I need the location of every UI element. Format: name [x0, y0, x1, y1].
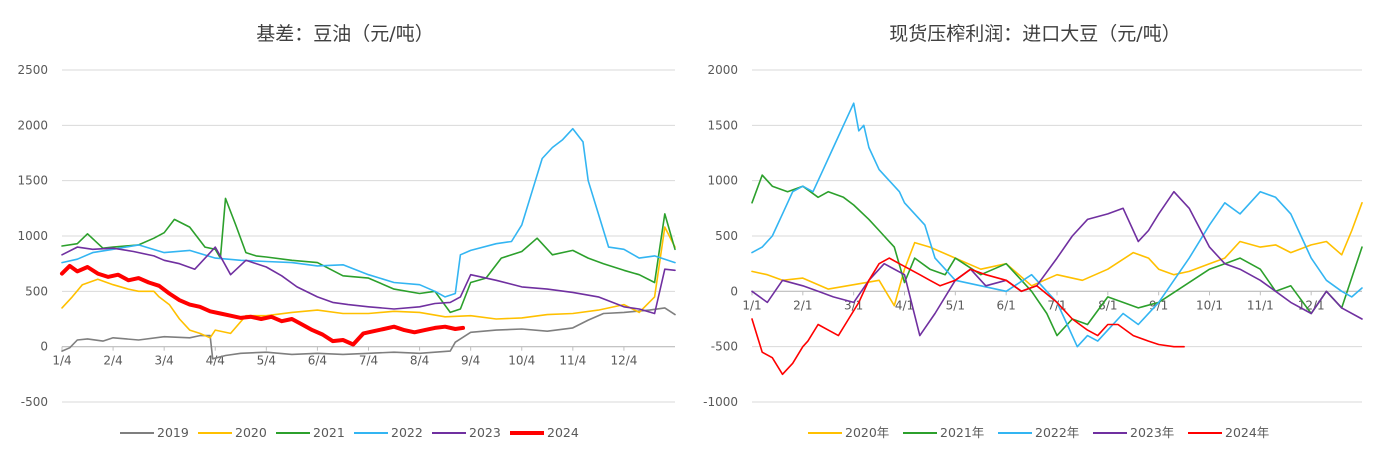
x-tick-label: 8/4	[410, 354, 429, 368]
legend-label-2022: 2022	[391, 425, 423, 440]
x-tick-label: 10/4	[508, 354, 535, 368]
x-tick-label: 10/1	[1196, 298, 1223, 312]
x-tick-label: 5/4	[257, 354, 276, 368]
y-tick-label: 500	[715, 229, 738, 243]
crush-margin-chart: 现货压榨利润：进口大豆（元/吨） -1000 -500 0 500 1000 1500 20…	[703, 23, 1363, 440]
y-tick-label: 0	[730, 284, 738, 298]
series-line-2019	[61, 307, 676, 360]
y-tick-label: 2000	[707, 63, 738, 77]
legend-label-2021: 2021	[313, 425, 345, 440]
x-tick-label: 9/4	[461, 354, 480, 368]
x-tick-label: 12/1	[1298, 298, 1325, 312]
series-line-2023	[61, 246, 676, 315]
series-line-2020	[61, 226, 676, 339]
y-tick-label: 1500	[17, 174, 48, 188]
chart-title: 基差：豆油（元/吨）	[256, 23, 433, 45]
legend-label-2020年: 2020年	[845, 425, 889, 440]
series-line-2021	[61, 197, 676, 314]
y-tick-label: 1500	[707, 118, 738, 132]
legend-label-2024: 2024	[547, 425, 579, 440]
y-tick-label: -500	[21, 395, 48, 409]
x-tick-label: 11/4	[559, 354, 586, 368]
x-tick-label: 12/4	[610, 354, 637, 368]
y-tick-label: -1000	[703, 395, 738, 409]
series-line-2021年	[751, 174, 1363, 337]
legend-label-2022年: 2022年	[1035, 425, 1079, 440]
series-line-2024	[60, 263, 465, 347]
y-tick-label: 500	[25, 284, 48, 298]
y-tick-label: 2000	[17, 118, 48, 132]
chart-title: 现货压榨利润：进口大豆（元/吨）	[889, 23, 1180, 45]
x-tick-label: 2/4	[103, 354, 122, 368]
legend-label-2020: 2020	[235, 425, 267, 440]
x-tick-label: 7/4	[359, 354, 378, 368]
basis-soyoil-chart: 基差：豆油（元/吨） -500 0 500 1000 1500 2000 2500 1/4 2/…	[17, 23, 676, 440]
series-line-2020年	[751, 202, 1363, 307]
legend-label-2024年: 2024年	[1225, 425, 1269, 440]
x-tick-label: 3/4	[155, 354, 174, 368]
x-tick-label: 1/4	[52, 354, 71, 368]
legend-label-2021年: 2021年	[940, 425, 984, 440]
y-tick-label: -500	[711, 340, 738, 354]
legend-label-2019: 2019	[157, 425, 189, 440]
series-line-2024年	[751, 257, 1185, 376]
y-tick-label: 1000	[17, 229, 48, 243]
x-tick-label: 2/1	[793, 298, 812, 312]
legend-label-2023年: 2023年	[1130, 425, 1174, 440]
series-line-2022年	[751, 102, 1363, 348]
y-tick-label: 2500	[17, 63, 48, 77]
x-tick-label: 1/1	[742, 298, 761, 312]
x-tick-label: 11/1	[1247, 298, 1274, 312]
x-tick-label: 6/4	[308, 354, 327, 368]
x-tick-label: 8/1	[1098, 298, 1117, 312]
series-line-2023年	[751, 190, 1363, 337]
y-tick-label: 1000	[707, 174, 738, 188]
x-tick-label: 6/1	[997, 298, 1016, 312]
legend-label-2023: 2023	[469, 425, 501, 440]
series-line-2022	[61, 127, 676, 298]
x-tick-label: 4/1	[895, 298, 914, 312]
x-tick-label: 5/1	[946, 298, 965, 312]
x-tick-label: 7/1	[1047, 298, 1066, 312]
y-tick-label: 0	[40, 340, 48, 354]
